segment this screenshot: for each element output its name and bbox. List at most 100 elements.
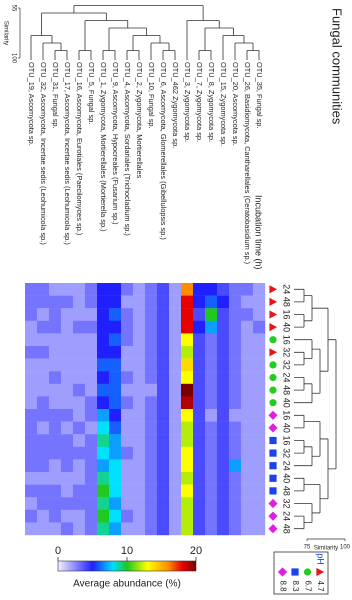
heat-cell (25, 383, 38, 397)
row-marker (269, 310, 278, 319)
heat-cell (157, 371, 170, 384)
row-label: 24 (282, 284, 292, 294)
heat-cell (205, 358, 218, 372)
column-label: OTU_20, Ascomycota sp. (231, 62, 240, 146)
heat-cell (229, 509, 242, 523)
heat-cell (85, 509, 98, 523)
heat-cell (193, 484, 206, 498)
dendrogram-branch (41, 12, 107, 36)
heat-cell (133, 308, 146, 321)
heat-cell (133, 409, 146, 422)
heat-cell (49, 358, 62, 372)
heat-cell (205, 383, 218, 397)
heat-cell (133, 333, 146, 347)
row-label: 48 (282, 297, 292, 307)
dendrogram-branch (294, 314, 305, 328)
heat-cell (97, 509, 110, 523)
heat-cell (109, 497, 122, 510)
heat-cell (97, 421, 110, 435)
heat-cell (169, 308, 182, 321)
heat-cell (241, 459, 254, 473)
heat-cell (121, 446, 134, 460)
dendrogram-branch (73, 5, 204, 21)
dendrogram-branch (294, 383, 313, 404)
heat-cell (217, 346, 230, 359)
heat-cell (61, 396, 74, 410)
heat-cell (145, 446, 158, 460)
heat-cell (193, 283, 206, 296)
heat-cell (181, 371, 194, 384)
heat-cell (217, 459, 230, 473)
heat-cell (109, 320, 122, 334)
heat-cell (217, 320, 230, 334)
heat-cell (205, 308, 218, 321)
heat-cell (169, 396, 182, 410)
legend-label: 4.7 (316, 580, 325, 592)
row-marker (269, 336, 277, 344)
row-label: 40 (282, 398, 292, 408)
heat-cell (133, 421, 146, 435)
heat-cell (73, 295, 86, 309)
heat-cell (229, 283, 242, 296)
heat-cell (241, 446, 254, 460)
heat-cell (205, 346, 218, 359)
heat-cell (97, 472, 110, 485)
heat-cell (205, 371, 218, 384)
heat-cell (193, 308, 206, 321)
heat-cell (145, 320, 158, 334)
heat-cell (181, 346, 194, 359)
heat-cell (205, 295, 218, 309)
dendrogram-branch (320, 438, 329, 500)
legend-marker (303, 568, 312, 576)
heat-cell (145, 434, 158, 447)
heat-cell (145, 421, 158, 435)
heat-cell (253, 446, 266, 460)
heat-cell (145, 472, 158, 485)
heat-cell (193, 472, 206, 485)
heat-cell (109, 409, 122, 422)
heat-cell (49, 409, 62, 422)
heat-cell (61, 472, 74, 485)
heat-cell (241, 497, 254, 510)
heat-cell (49, 346, 62, 359)
dendrogram-branch (294, 414, 305, 429)
heat-cell (97, 459, 110, 473)
heat-cell (49, 421, 62, 435)
heat-cell (181, 421, 194, 435)
heat-cell (229, 459, 242, 473)
dendrogram-branch (294, 440, 305, 454)
heat-cell (37, 346, 50, 359)
row-label: 16 (282, 435, 292, 445)
heat-cell (133, 383, 146, 397)
heat-cell (157, 472, 170, 485)
heat-cell (169, 484, 182, 498)
heat-cell (97, 283, 110, 296)
heat-cell (157, 509, 170, 523)
heat-cell (181, 497, 194, 510)
heat-cell (205, 459, 218, 473)
heat-cell (37, 283, 50, 296)
heat-cell (193, 371, 206, 384)
row-marker (269, 462, 277, 470)
heat-cell (73, 459, 86, 473)
heat-cell (229, 308, 242, 321)
heat-cell (133, 371, 146, 384)
heat-cell (229, 320, 242, 334)
heat-cell (61, 383, 74, 397)
heat-cell (49, 472, 62, 485)
heat-cell (229, 346, 242, 359)
column-label: OTU_5, Fungal sp. (87, 62, 96, 124)
heat-cell (193, 459, 206, 473)
heat-cell (109, 421, 122, 435)
dendrogram-branch (84, 20, 129, 51)
heat-cell (133, 497, 146, 510)
column-label: OTU_32, Ascomycota, Incertae sedis (Leoh… (39, 62, 48, 245)
heat-cell (229, 396, 242, 410)
heat-cell (109, 371, 122, 384)
heat-cell (85, 459, 98, 473)
heat-cell (205, 509, 218, 523)
row-label: 32 (282, 360, 292, 370)
heat-cell (205, 396, 218, 410)
heat-cell (25, 358, 38, 372)
row-marker (268, 511, 278, 521)
